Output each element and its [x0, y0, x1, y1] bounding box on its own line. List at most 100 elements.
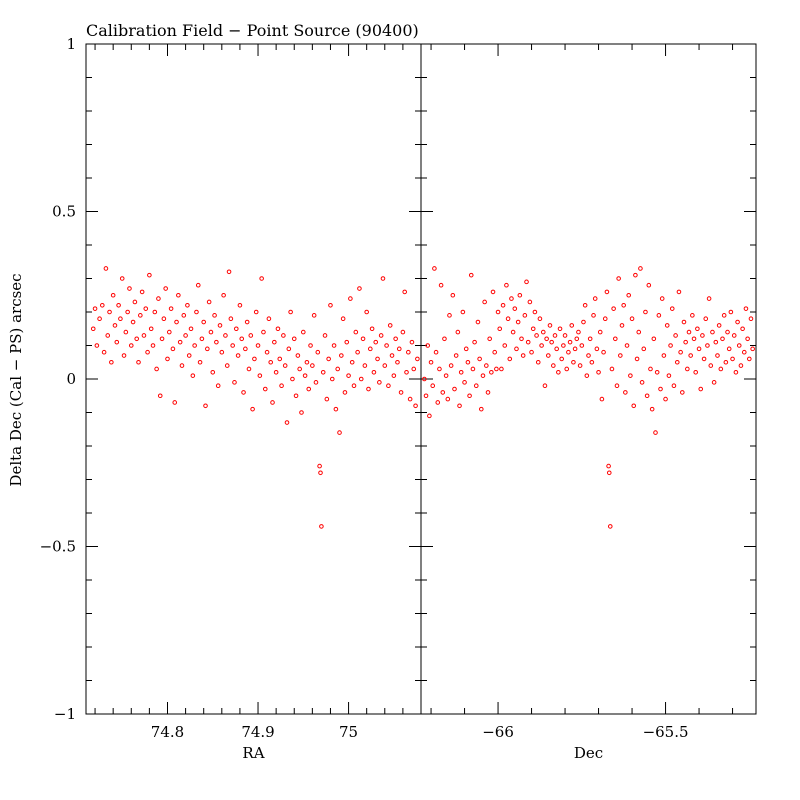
- data-point: [389, 353, 395, 358]
- data-point: [639, 380, 645, 385]
- data-point: [241, 390, 246, 395]
- data-point: [192, 343, 197, 348]
- data-point: [94, 343, 100, 348]
- data-point: [525, 339, 531, 345]
- data-point: [569, 323, 575, 328]
- data-point: [465, 359, 471, 365]
- data-point: [304, 359, 310, 365]
- data-point: [322, 333, 328, 338]
- data-point: [250, 406, 255, 412]
- data-point: [177, 339, 183, 345]
- data-point: [194, 309, 199, 315]
- data-point: [641, 346, 647, 352]
- data-point: [700, 333, 705, 338]
- data-point: [293, 393, 299, 399]
- x-tick-label: 75: [339, 723, 358, 741]
- data-point: [239, 336, 245, 342]
- data-point: [349, 359, 355, 365]
- data-point: [154, 366, 159, 372]
- data-point: [313, 380, 319, 385]
- data-point: [562, 333, 568, 338]
- data-point: [302, 373, 308, 378]
- data-point: [235, 353, 241, 358]
- data-point: [644, 393, 650, 399]
- data-point: [197, 359, 203, 365]
- data-point: [450, 292, 456, 298]
- data-point: [596, 370, 601, 375]
- plot-panels: −1 −0.5 0 0.5 1 74.8 74.9 75 RA −66 −65.5 Dec: [40, 35, 757, 762]
- data-point: [409, 339, 415, 345]
- data-point: [681, 319, 687, 325]
- data-point: [221, 292, 226, 298]
- data-point: [594, 346, 600, 352]
- data-point: [105, 333, 111, 338]
- data-point: [479, 406, 484, 412]
- data-point: [423, 393, 429, 399]
- data-point: [366, 386, 371, 392]
- data-point: [447, 313, 452, 318]
- data-point: [320, 370, 326, 375]
- data-point: [683, 339, 688, 345]
- data-point: [607, 524, 613, 529]
- data-point: [215, 383, 221, 389]
- data-point: [145, 349, 150, 355]
- data-point: [300, 329, 306, 335]
- x-tick-label: 74.9: [241, 723, 274, 741]
- data-point: [97, 316, 102, 322]
- data-point: [90, 326, 96, 332]
- data-point: [226, 269, 232, 275]
- data-point: [432, 266, 437, 271]
- data-point: [532, 309, 538, 315]
- data-point: [499, 366, 504, 372]
- data-point: [324, 396, 330, 402]
- data-point: [335, 366, 341, 372]
- y-tick-label: −0.5: [40, 538, 76, 556]
- data-point: [311, 313, 317, 318]
- data-point: [346, 373, 351, 378]
- data-point: [391, 373, 397, 378]
- data-point: [237, 303, 243, 308]
- data-point: [609, 366, 615, 372]
- data-point: [319, 524, 324, 529]
- data-point: [395, 359, 400, 365]
- data-point: [273, 370, 279, 375]
- data-point: [440, 390, 446, 395]
- data-point: [556, 370, 561, 375]
- data-point: [358, 376, 364, 382]
- data-point: [333, 406, 339, 412]
- data-point: [730, 356, 735, 362]
- data-point: [286, 346, 292, 352]
- data-point: [621, 303, 626, 308]
- data-point: [544, 336, 549, 342]
- data-point: [266, 316, 272, 322]
- data-point: [233, 326, 239, 332]
- data-point: [387, 323, 393, 328]
- data-point: [618, 353, 623, 358]
- data-point: [701, 356, 707, 362]
- data-point: [648, 366, 653, 372]
- data-point: [572, 346, 578, 352]
- panel-frame: [420, 43, 757, 715]
- data-point: [150, 343, 156, 348]
- x-axis-title: RA: [242, 744, 264, 762]
- data-point: [326, 356, 331, 362]
- data-point: [306, 386, 312, 392]
- data-point: [329, 376, 335, 382]
- y-tick-label: 1: [66, 35, 76, 53]
- data-point: [487, 336, 492, 342]
- data-point: [492, 349, 498, 355]
- data-point: [582, 303, 588, 308]
- data-point: [484, 363, 489, 368]
- data-point: [653, 430, 658, 435]
- data-point: [203, 403, 208, 409]
- data-point: [624, 343, 630, 348]
- data-point: [214, 339, 219, 345]
- data-point: [592, 296, 598, 301]
- data-point: [534, 333, 539, 338]
- data-point: [139, 289, 145, 295]
- data-point: [375, 356, 380, 362]
- data-point: [606, 463, 611, 469]
- data-point: [537, 316, 543, 322]
- data-point: [230, 343, 235, 348]
